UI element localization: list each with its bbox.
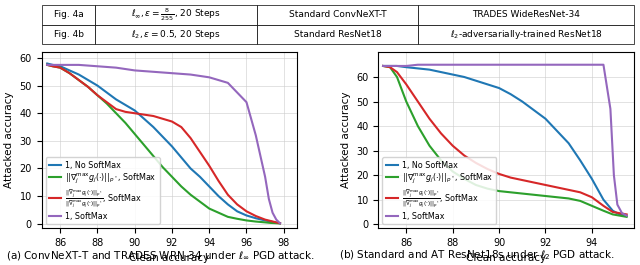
X-axis label: Clean accuracy: Clean accuracy (129, 253, 209, 263)
Text: (b) Standard and AT ResNet18s under $\ell_2$ PGD attack.: (b) Standard and AT ResNet18s under $\el… (339, 249, 615, 262)
Legend: 1, No SoftMax, $||\nabla^{\max}_j g_j(\cdot)||_{p^*}$, SoftMax, $\frac{||\nabla^: 1, No SoftMax, $||\nabla^{\max}_j g_j(\c… (45, 157, 159, 224)
Y-axis label: Attacked accuracy: Attacked accuracy (340, 92, 351, 188)
Legend: 1, No SoftMax, $||\nabla^{\max}_j g_j(\cdot)||_{p^*}$, SoftMax, $\frac{||\nabla^: 1, No SoftMax, $||\nabla^{\max}_j g_j(\c… (383, 157, 497, 224)
Text: (a) ConvNeXT-T and TRADES WRN-34 under $\ell_\infty$ PGD attack.: (a) ConvNeXT-T and TRADES WRN-34 under $… (6, 249, 314, 262)
Y-axis label: Attacked accuracy: Attacked accuracy (4, 92, 14, 188)
X-axis label: Clean accuracy: Clean accuracy (466, 253, 546, 263)
